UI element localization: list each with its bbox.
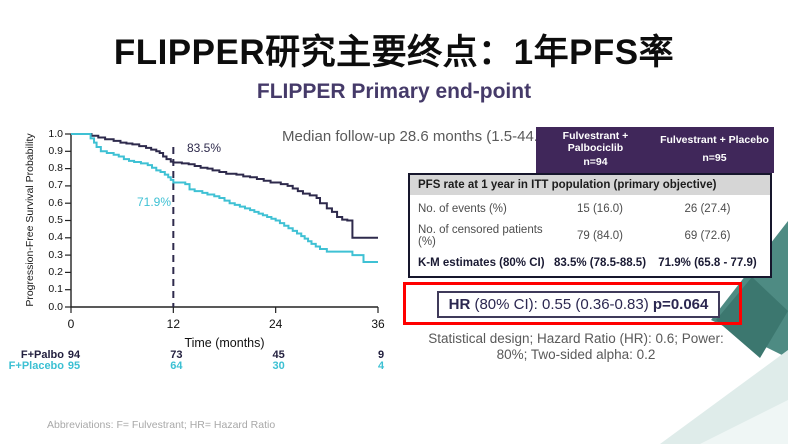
hr-pvalue-bold: p=0.064 [652,296,709,313]
y-tick-label: 0.3 [48,248,63,261]
row-censored-placebo: 69 (72.6) [684,229,731,242]
statistical-design-line1: Statistical design; Hazard Ratio (HR): 0… [428,331,724,346]
km-curve-f-placebo [71,133,378,264]
results-table: PFS rate at 1 year in ITT population (pr… [408,173,772,278]
y-tick-label: 0.6 [48,196,63,209]
y-tick-label: 0.8 [48,162,63,175]
results-section-header: PFS rate at 1 year in ITT population (pr… [410,175,770,195]
y-tick-label: 0.2 [48,265,63,278]
row-events-palbo: 15 (16.0) [576,202,624,215]
risk-count: 9 [377,349,385,361]
header-col-placebo: Fulvestrant + Placebo n=95 [655,127,774,173]
risk-count: 94 [67,349,81,361]
x-tick-label: 24 [268,317,283,331]
header-col-palbociclib-name: Fulvestrant + Palbociclib [562,130,629,154]
x-tick-label: 36 [371,317,385,331]
row-censored-palbo: 79 (84.0) [576,229,624,242]
row-km-label: K-M estimates (80% CI) [418,256,545,269]
hr-red-highlight-box: HR (80% CI): 0.55 (0.36-0.83) p=0.064 [403,282,742,325]
abbreviations-footnote: Abbreviations: F= Fulvestrant; HR= Hazar… [47,419,276,431]
risk-count: 73 [170,349,183,361]
placebo-rate-annotation: 71.9% [137,195,172,209]
results-table-header: Fulvestrant + Palbociclib n=94 Fulvestra… [536,127,774,173]
page-title: FLIPPER研究主要终点：1年PFS率 [113,33,675,72]
statistical-design-line2: 80%; Two-sided alpha: 0.2 [496,347,656,362]
header-col-palbociclib-n: n=94 [583,156,608,168]
teal-triangle-lighter [700,400,788,444]
x-tick-label: 12 [166,317,180,331]
table-row-events: No. of events (%) 15 (16.0) 26 (27.4) [410,195,770,222]
risk-count: 30 [272,360,285,372]
row-events-label: No. of events (%) [418,202,507,215]
page-subtitle: FLIPPER Primary end-point [256,80,532,103]
risk-count: 4 [377,360,385,372]
x-tick-label: 0 [67,317,75,331]
header-col-palbociclib: Fulvestrant + Palbociclib n=94 [536,127,655,173]
y-tick-label: 0.4 [48,231,63,244]
table-row-km-estimates: K-M estimates (80% CI) 83.5% (78.5-88.5)… [410,249,770,276]
row-censored-label: No. of censored patients (%) [418,223,543,248]
y-tick-label: 0.5 [48,214,63,226]
y-tick-label: 0.0 [48,300,63,313]
y-tick-label: 1.0 [48,127,63,140]
palbo-rate-annotation: 83.5% [187,141,222,155]
hr-label-bold: HR [448,296,471,313]
median-followup-text: Median follow-up 28.6 months (1.5-44.8) [282,128,552,145]
row-events-placebo: 26 (27.4) [684,202,731,215]
y-tick-label: 0.1 [48,283,63,296]
risk-count: 45 [272,349,285,361]
row-km-placebo: 71.9% (65.8 - 77.9) [658,256,757,269]
risk-count: 95 [67,360,81,372]
axis-lines [70,134,378,308]
hr-ci-text: (80% CI): 0.55 (0.36-0.83) [470,296,653,313]
header-col-placebo-n: n=95 [702,152,727,165]
header-col-placebo-name: Fulvestrant + Placebo [660,134,769,147]
y-tick-label: 0.9 [48,144,63,157]
row-km-palbo: 83.5% (78.5-88.5) [553,256,647,269]
hazard-ratio-box: HR (80% CI): 0.55 (0.36-0.83) p=0.064 [437,291,720,318]
risk-count: 64 [170,360,183,372]
teal-triangle-light [660,350,788,444]
km-curve-f-palbo [71,133,378,239]
risk-row-label-palbo: F+Palbo [20,349,64,361]
risk-row-label-placebo: F+Placebo [8,360,64,372]
x-axis-label: Time (months) [184,336,265,350]
y-axis-label: Progression-Free Survival Probability [24,133,36,307]
statistical-design-note: Statistical design; Hazard Ratio (HR): 0… [420,331,732,363]
table-row-censored: No. of censored patients (%) 79 (84.0) 6… [410,222,770,249]
y-tick-label: 0.7 [48,179,63,192]
